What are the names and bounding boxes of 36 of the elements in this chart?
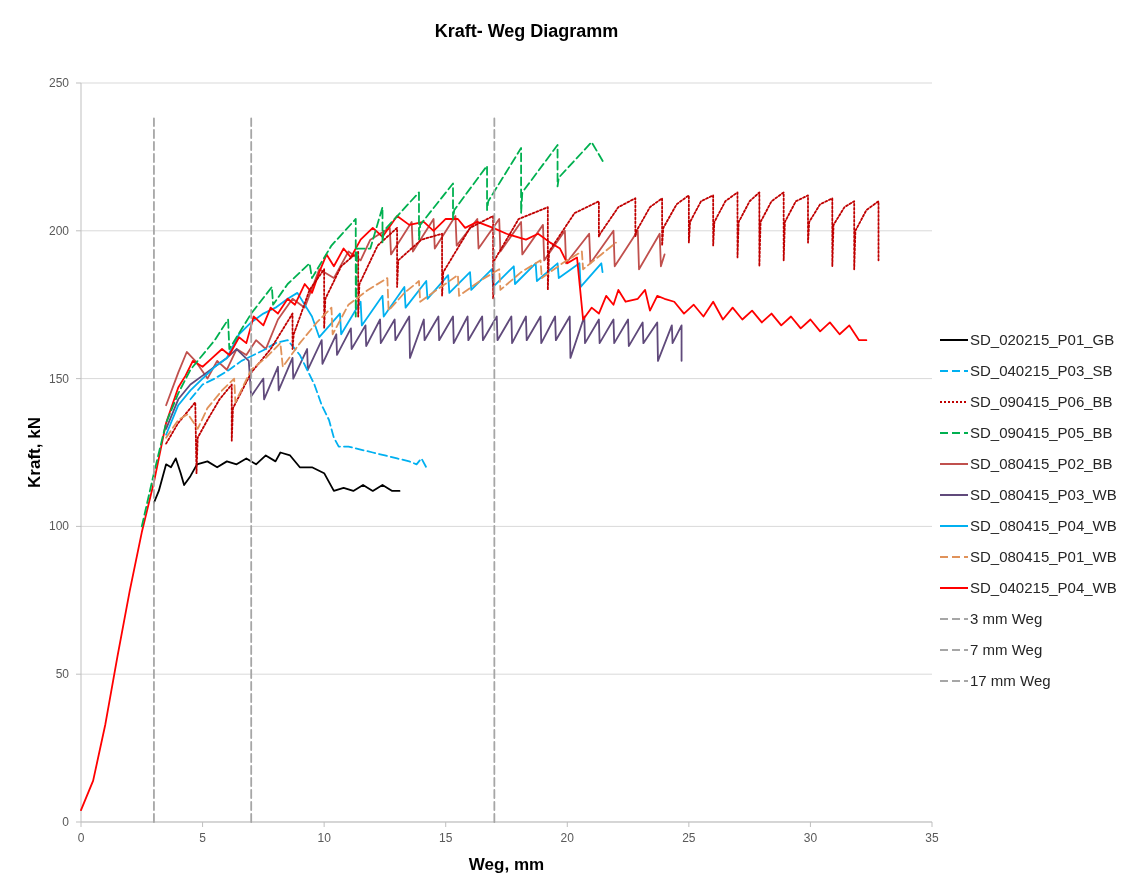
- line-series: [189, 339, 428, 469]
- legend-label: SD_080415_P02_BB: [970, 455, 1113, 472]
- x-tick-label: 5: [199, 831, 207, 845]
- line-series: [140, 141, 605, 528]
- y-tick-label: 100: [48, 519, 70, 534]
- line-series: [165, 215, 666, 407]
- legend-label: SD_040215_P04_WB: [970, 579, 1117, 596]
- line-series: [80, 215, 868, 812]
- x-tick-label: 20: [560, 831, 575, 845]
- line-series: [153, 451, 401, 504]
- legend-label: 3 mm Weg: [970, 610, 1043, 627]
- y-tick-label: 50: [55, 667, 70, 682]
- legend-label: SD_080415_P03_WB: [970, 486, 1117, 503]
- y-tick-label: 150: [48, 371, 70, 386]
- y-tick-label: 200: [48, 223, 70, 238]
- x-tick-label: 15: [439, 831, 453, 845]
- legend-label: 17 mm Weg: [970, 672, 1051, 689]
- line-series: [165, 191, 880, 475]
- y-tick-label: 250: [48, 76, 70, 90]
- y-tick-label: 0: [62, 815, 70, 829]
- legend-label: SD_080415_P04_WB: [970, 517, 1117, 534]
- line-series: [165, 315, 683, 430]
- chart-title: Kraft- Weg Diagramm: [434, 21, 619, 41]
- legend-label: SD_020215_P01_GB: [970, 331, 1115, 348]
- legend-label: SD_080415_P01_WB: [970, 548, 1117, 565]
- x-tick-label: 10: [317, 831, 332, 845]
- y-axis-title: Kraft, kN: [25, 417, 44, 488]
- x-tick-label: 35: [925, 831, 939, 845]
- legend-label: SD_040215_P03_SB: [970, 362, 1113, 379]
- x-tick-label: 25: [682, 831, 696, 845]
- legend-label: 7 mm Weg: [970, 641, 1043, 658]
- legend-label: SD_090415_P05_BB: [970, 424, 1113, 441]
- x-tick-label: 0: [77, 831, 85, 845]
- legend-label: SD_090415_P06_BB: [970, 393, 1113, 410]
- x-tick-label: 30: [803, 831, 818, 845]
- x-axis-title: Weg, mm: [468, 855, 545, 874]
